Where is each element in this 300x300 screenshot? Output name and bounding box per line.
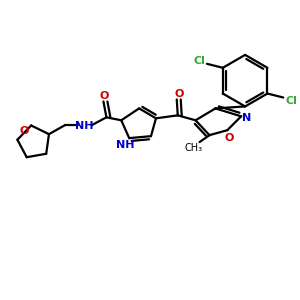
Text: O: O [20,126,29,136]
Text: CH₃: CH₃ [184,143,203,153]
Text: Cl: Cl [285,97,297,106]
Text: N: N [242,113,252,123]
Text: O: O [225,133,234,143]
Text: NH: NH [75,121,94,131]
Text: O: O [100,91,109,100]
Text: NH: NH [116,140,134,150]
Text: Cl: Cl [193,56,205,66]
Text: O: O [174,88,183,98]
